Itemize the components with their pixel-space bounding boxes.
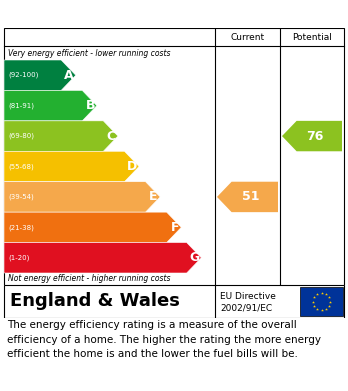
Text: 76: 76 — [306, 129, 324, 143]
Text: EU Directive: EU Directive — [220, 292, 276, 301]
Text: (69-80): (69-80) — [8, 133, 34, 139]
Text: (21-38): (21-38) — [8, 224, 34, 231]
Text: (39-54): (39-54) — [8, 194, 34, 200]
Bar — [300, 287, 343, 316]
Text: The energy efficiency rating is a measure of the overall efficiency of a home. T: The energy efficiency rating is a measur… — [7, 320, 321, 359]
Text: E: E — [149, 190, 158, 203]
Text: (55-68): (55-68) — [8, 163, 34, 170]
Polygon shape — [4, 60, 76, 90]
Text: F: F — [171, 221, 179, 234]
Polygon shape — [4, 121, 118, 151]
Text: 2002/91/EC: 2002/91/EC — [220, 303, 272, 312]
Polygon shape — [4, 90, 97, 121]
Polygon shape — [4, 212, 181, 242]
Polygon shape — [282, 121, 342, 151]
Text: Very energy efficient - lower running costs: Very energy efficient - lower running co… — [8, 49, 171, 58]
Text: C: C — [107, 129, 116, 143]
Polygon shape — [217, 182, 278, 212]
Text: A: A — [64, 69, 74, 82]
Polygon shape — [4, 242, 201, 273]
Text: G: G — [190, 251, 200, 264]
Text: Energy Efficiency Rating: Energy Efficiency Rating — [10, 7, 220, 22]
Polygon shape — [4, 182, 160, 212]
Text: England & Wales: England & Wales — [10, 292, 180, 310]
Text: 51: 51 — [242, 190, 259, 203]
Text: Not energy efficient - higher running costs: Not energy efficient - higher running co… — [8, 274, 171, 283]
Text: D: D — [127, 160, 137, 173]
Text: (81-91): (81-91) — [8, 102, 34, 109]
Text: Potential: Potential — [292, 32, 332, 41]
Text: (1-20): (1-20) — [8, 255, 29, 261]
Polygon shape — [4, 151, 139, 182]
Text: Current: Current — [230, 32, 264, 41]
Text: B: B — [86, 99, 95, 112]
Text: (92-100): (92-100) — [8, 72, 38, 79]
